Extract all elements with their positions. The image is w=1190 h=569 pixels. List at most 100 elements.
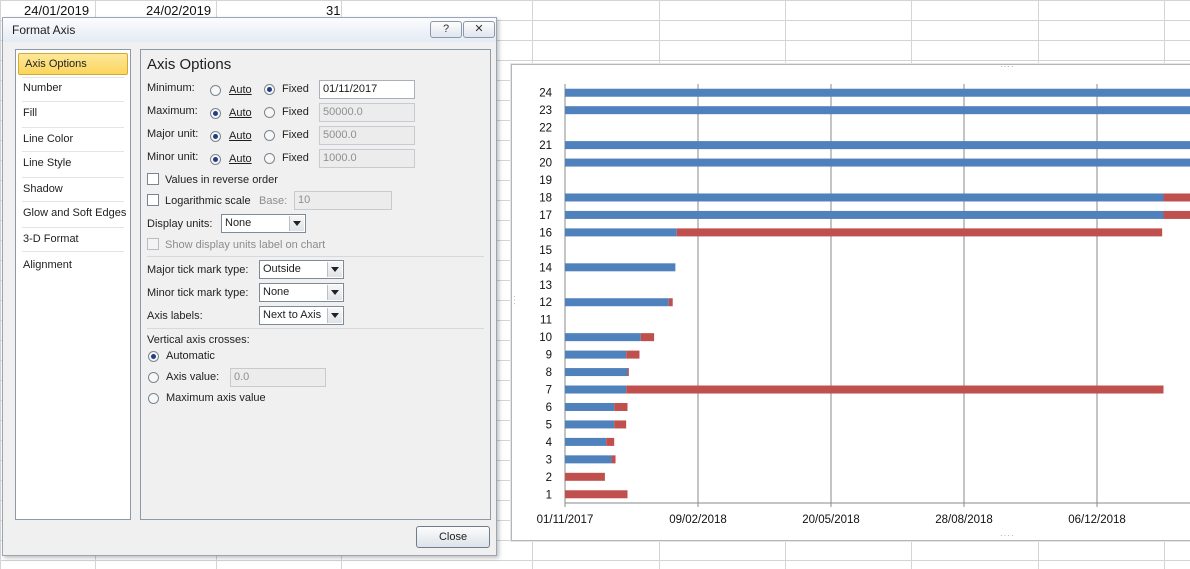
bar-segment-red [614, 420, 627, 429]
dialog-title: Format Axis [12, 23, 76, 37]
bar-segment-red [565, 472, 605, 481]
display-units-select[interactable]: None [221, 214, 306, 233]
sheet-cell[interactable]: 31 [326, 3, 341, 18]
major-unit-fixed-radio[interactable] [264, 130, 275, 141]
automatic-radio[interactable] [148, 351, 159, 362]
y-tick-label: 2 [546, 472, 552, 484]
y-tick-label: 14 [539, 262, 552, 274]
maximum-auto-radio[interactable] [210, 108, 221, 119]
nav-axis-options[interactable]: Axis Options [18, 53, 128, 75]
y-tick-label: 18 [539, 192, 552, 204]
bar-segment-blue [565, 402, 615, 411]
category-list: Axis Options Number Fill Line Color Line… [15, 49, 131, 520]
bar-segment-blue [565, 298, 669, 307]
format-axis-dialog: Format Axis ? ✕ Axis Options Number Fill… [2, 17, 497, 556]
major-tick-value: Outside [263, 263, 301, 275]
minor-unit-auto-label[interactable]: Auto [229, 153, 252, 165]
show-units-label-text: Show display units label on chart [165, 239, 326, 251]
major-unit-auto-label[interactable]: Auto [229, 130, 252, 142]
maximum-value-input[interactable]: 50000.0 [319, 103, 415, 122]
y-tick-label: 22 [539, 123, 552, 135]
minimum-auto-label[interactable]: Auto [229, 84, 252, 96]
bar-segment-blue [565, 106, 1190, 115]
bar-segment-blue [565, 333, 641, 342]
nav-line-color[interactable]: Line Color [23, 133, 74, 145]
nav-3d-format[interactable]: 3-D Format [23, 233, 79, 245]
reverse-order-label[interactable]: Values in reverse order [165, 174, 278, 186]
bar-segment-blue [565, 228, 677, 237]
nav-alignment[interactable]: Alignment [23, 259, 72, 271]
close-x-button[interactable]: ✕ [463, 21, 495, 38]
y-tick-label: 19 [539, 175, 552, 187]
axis-value-input[interactable]: 0.0 [230, 368, 326, 387]
y-tick-label: 4 [546, 437, 553, 449]
log-scale-checkbox[interactable] [147, 194, 159, 206]
show-units-label-checkbox[interactable] [147, 238, 159, 250]
y-tick-label: 6 [546, 402, 552, 414]
y-tick-label: 17 [539, 210, 552, 222]
sheet-cell[interactable]: 24/01/2019 [24, 3, 90, 18]
section-divider [147, 256, 484, 257]
bar-segment-blue [565, 437, 607, 446]
axis-options-panel: Axis Options Minimum: Auto Fixed 01/11/2… [140, 49, 491, 520]
bar-segment-red [668, 298, 673, 307]
minor-unit-fixed-radio[interactable] [264, 153, 275, 164]
major-tick-label: Major tick mark type: [147, 264, 249, 276]
minimum-auto-radio[interactable] [210, 85, 221, 96]
minor-unit-fixed-label[interactable]: Fixed [282, 152, 309, 164]
bar-chart: 01/11/2017 09/02/2018 20/05/2018 28/08/2018… [537, 84, 1190, 526]
nav-glow-soft-edges[interactable]: Glow and Soft Edges [23, 207, 127, 219]
minimum-value-input[interactable]: 01/11/2017 [319, 80, 415, 99]
help-button[interactable]: ? [430, 21, 462, 38]
major-unit-fixed-label[interactable]: Fixed [282, 129, 309, 141]
maximum-axis-value-label[interactable]: Maximum axis value [166, 392, 266, 404]
nav-fill[interactable]: Fill [23, 107, 38, 119]
sheet-cell[interactable]: 24/02/2019 [146, 3, 212, 18]
reverse-order-checkbox[interactable] [147, 173, 159, 185]
resize-handle-left[interactable]: ··· [510, 295, 519, 306]
minimum-label: Minimum: [147, 82, 195, 94]
major-unit-auto-radio[interactable] [210, 131, 221, 142]
automatic-label[interactable]: Automatic [166, 350, 215, 362]
maximum-auto-label[interactable]: Auto [229, 107, 252, 119]
maximum-axis-value-radio[interactable] [148, 393, 159, 404]
major-tick-select[interactable]: Outside [259, 260, 344, 279]
axis-value-label[interactable]: Axis value: [166, 371, 220, 383]
minimum-fixed-radio[interactable] [264, 84, 275, 95]
y-tick-label: 10 [539, 332, 552, 344]
bar-segment-red [627, 368, 629, 377]
bar-segment-blue [565, 368, 628, 377]
nav-shadow[interactable]: Shadow [23, 183, 63, 195]
resize-handle-bottom[interactable]: ···· [1000, 531, 1015, 540]
maximum-fixed-label[interactable]: Fixed [282, 106, 309, 118]
minor-tick-select[interactable]: None [259, 283, 344, 302]
resize-handle-top[interactable]: ···· [1000, 62, 1015, 71]
bar-segment-blue [565, 455, 612, 464]
y-tick-label: 24 [539, 88, 552, 100]
close-button[interactable]: Close [416, 526, 490, 548]
minor-unit-label: Minor unit: [147, 151, 199, 163]
dialog-titlebar[interactable]: Format Axis ? ✕ [3, 18, 496, 42]
axis-labels-value: Next to Axis [263, 309, 322, 321]
bar-segment-red [611, 455, 616, 464]
bar-segment-red [626, 385, 1164, 394]
log-scale-label[interactable]: Logarithmic scale [165, 195, 251, 207]
chart-area[interactable]: ···· ···· ··· 01/11/2017 09/02/2018 20/05/… [510, 62, 1190, 541]
nav-separator [22, 227, 124, 228]
maximum-fixed-radio[interactable] [264, 107, 275, 118]
y-tick-label: 20 [539, 158, 552, 170]
minor-unit-value-input[interactable]: 1000.0 [319, 149, 415, 168]
bar-segment-blue [565, 210, 1164, 219]
axis-value-radio[interactable] [148, 372, 159, 383]
minor-unit-auto-radio[interactable] [210, 154, 221, 165]
axis-labels-select[interactable]: Next to Axis [259, 306, 344, 325]
nav-line-style[interactable]: Line Style [23, 157, 72, 169]
display-units-value: None [225, 217, 252, 229]
minimum-fixed-label[interactable]: Fixed [282, 83, 309, 95]
major-unit-value-input[interactable]: 5000.0 [319, 126, 415, 145]
chevron-down-icon [327, 308, 342, 323]
base-value-input[interactable]: 10 [294, 191, 392, 210]
nav-separator [22, 151, 124, 152]
nav-number[interactable]: Number [23, 82, 63, 94]
x-tick-label: 09/02/2018 [669, 514, 727, 526]
